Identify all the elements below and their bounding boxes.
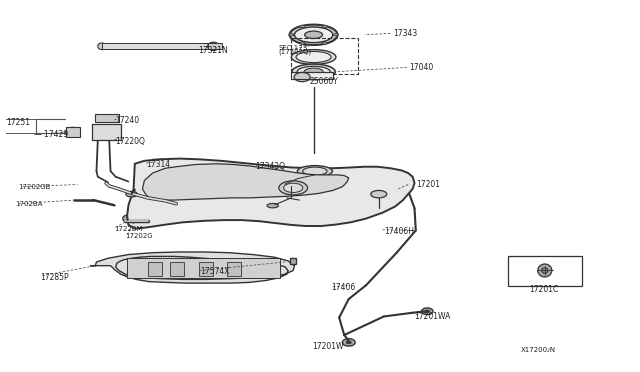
Text: 17240: 17240 <box>116 116 140 125</box>
Text: 17342Q: 17342Q <box>255 162 285 171</box>
Ellipse shape <box>425 310 429 312</box>
Text: 17343: 17343 <box>393 29 417 38</box>
Text: 17251: 17251 <box>6 118 30 127</box>
Bar <box>148 262 162 276</box>
Ellipse shape <box>322 42 327 44</box>
Ellipse shape <box>422 308 433 315</box>
Text: X17200ᴊN: X17200ᴊN <box>521 347 556 353</box>
Ellipse shape <box>541 268 548 273</box>
Bar <box>66 128 80 137</box>
Text: 17201WA: 17201WA <box>415 312 451 321</box>
Polygon shape <box>127 158 415 229</box>
Ellipse shape <box>126 191 138 197</box>
Ellipse shape <box>304 68 323 76</box>
Bar <box>291 72 333 78</box>
Text: 17314: 17314 <box>147 160 170 169</box>
Ellipse shape <box>279 181 308 195</box>
Ellipse shape <box>123 215 134 222</box>
Ellipse shape <box>284 183 303 192</box>
Ellipse shape <box>291 49 336 64</box>
Ellipse shape <box>342 339 355 346</box>
Ellipse shape <box>298 166 332 177</box>
Text: — 17429: — 17429 <box>34 129 68 139</box>
Text: 17040: 17040 <box>410 63 434 72</box>
Polygon shape <box>143 164 349 200</box>
Ellipse shape <box>346 341 351 344</box>
Bar <box>95 114 120 122</box>
Text: SEC.173: SEC.173 <box>278 45 308 51</box>
Ellipse shape <box>300 42 305 44</box>
Ellipse shape <box>267 203 278 208</box>
Text: 17285P: 17285P <box>40 273 69 282</box>
Ellipse shape <box>294 27 333 42</box>
Text: 17406H: 17406H <box>384 227 414 236</box>
Bar <box>127 257 280 278</box>
Text: 17574X: 17574X <box>200 267 230 276</box>
Text: 25060Y: 25060Y <box>309 77 338 86</box>
Bar <box>92 124 121 140</box>
Ellipse shape <box>322 25 327 28</box>
Bar <box>102 43 213 49</box>
Polygon shape <box>153 159 167 164</box>
Ellipse shape <box>300 25 305 28</box>
Ellipse shape <box>289 34 294 36</box>
Ellipse shape <box>98 43 106 49</box>
Text: (17502Q): (17502Q) <box>278 49 312 55</box>
Ellipse shape <box>292 64 335 80</box>
Ellipse shape <box>290 25 337 45</box>
Text: 17202G: 17202G <box>125 233 153 239</box>
Text: 17201C: 17201C <box>529 285 559 294</box>
Text: 17220Q: 17220Q <box>116 137 145 146</box>
Bar <box>508 256 582 286</box>
Ellipse shape <box>207 42 219 50</box>
Text: 17201W: 17201W <box>312 341 344 350</box>
Text: 17202GB: 17202GB <box>19 184 51 190</box>
Ellipse shape <box>297 66 330 77</box>
Bar <box>291 38 358 74</box>
Ellipse shape <box>296 51 331 62</box>
Ellipse shape <box>333 34 339 36</box>
Ellipse shape <box>305 31 323 38</box>
Text: 17406: 17406 <box>332 283 356 292</box>
Text: 17321N: 17321N <box>198 46 228 55</box>
Ellipse shape <box>303 167 327 175</box>
Ellipse shape <box>538 264 552 277</box>
Bar <box>170 262 184 276</box>
Text: 1722BM: 1722BM <box>115 226 143 232</box>
Ellipse shape <box>132 189 144 195</box>
Bar <box>198 262 212 276</box>
Ellipse shape <box>294 73 310 82</box>
Bar <box>208 43 222 49</box>
Bar <box>227 262 241 276</box>
Ellipse shape <box>371 190 387 198</box>
Text: 17201: 17201 <box>416 180 440 189</box>
Text: 1702BA: 1702BA <box>15 201 42 207</box>
Polygon shape <box>90 252 294 283</box>
